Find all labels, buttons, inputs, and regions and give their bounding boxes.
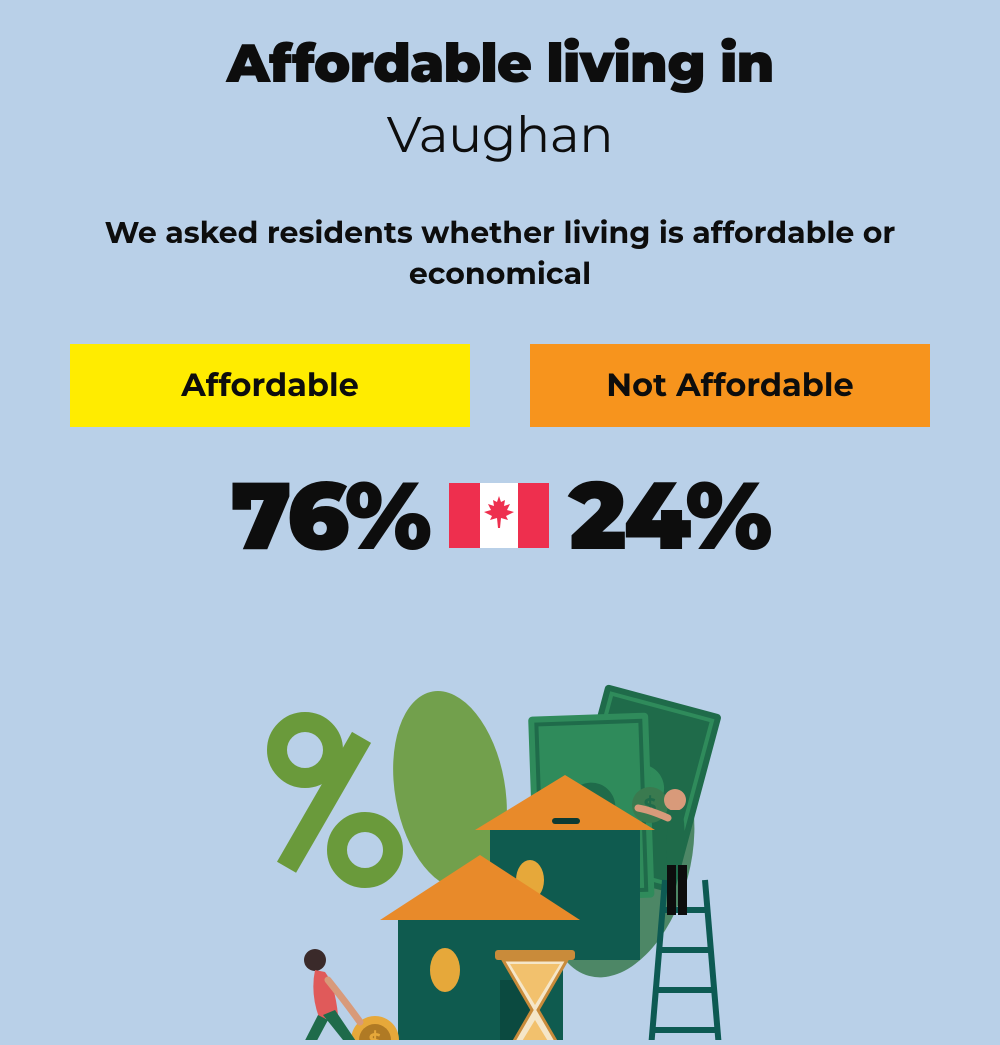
infographic-root: Affordable living in Vaughan We asked re… (0, 0, 1000, 573)
canada-flag-icon (449, 483, 549, 548)
not-affordable-percent: 24% (569, 457, 770, 573)
title-line2: Vaughan (0, 104, 1000, 165)
affordable-percent: 76% (230, 457, 428, 573)
page-title: Affordable living in Vaughan (0, 30, 1000, 165)
affordable-badge: Affordable (70, 344, 470, 427)
title-line1: Affordable living in (0, 30, 1000, 96)
stat-not-affordable: Not Affordable (530, 344, 930, 427)
percent-icon (277, 722, 393, 878)
percent-row: 76% 24% (0, 457, 1000, 573)
svg-text:$: $ (369, 1029, 382, 1040)
stats-row: Affordable Not Affordable (0, 344, 1000, 427)
subtitle: We asked residents whether living is aff… (0, 213, 1000, 294)
not-affordable-badge: Not Affordable (530, 344, 930, 427)
flag-left-bar (449, 483, 480, 548)
maple-leaf-icon (484, 496, 514, 534)
flag-center (480, 483, 518, 548)
stat-affordable: Affordable (70, 344, 470, 427)
house-savings-illustration: $ $ (220, 660, 780, 1040)
flag-right-bar (518, 483, 549, 548)
person-pushing-coin-icon: $ (295, 949, 399, 1040)
